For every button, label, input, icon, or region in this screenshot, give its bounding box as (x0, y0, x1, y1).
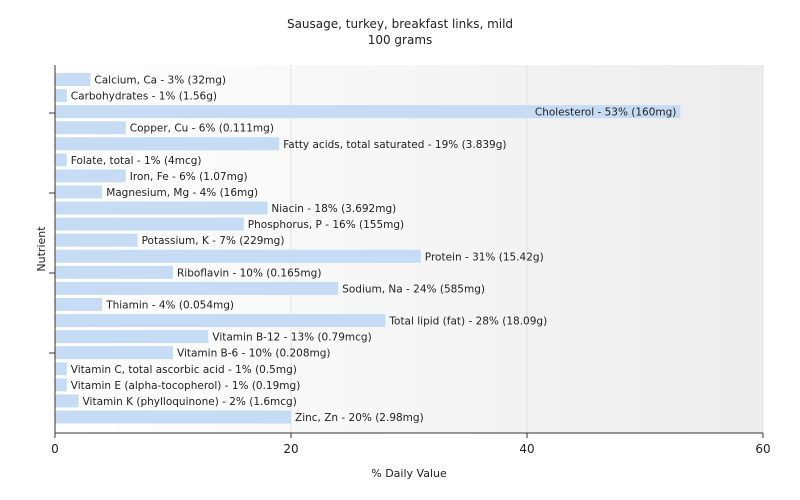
data-label-1: Carbohydrates - 1% (1.56g) (71, 91, 217, 103)
axes: 0 20 40 60 (49, 65, 771, 456)
data-labels: Calcium, Ca - 3% (32mg) Carbohydrates - 1… (71, 75, 677, 424)
data-label-17: Vitamin B-6 - 10% (0.208mg) (177, 348, 331, 360)
data-label-7: Magnesium, Mg - 4% (16mg) (106, 187, 258, 199)
bar-17 (55, 346, 173, 360)
bar-16 (55, 330, 209, 344)
data-label-2: Cholesterol - 53% (160mg) (535, 107, 677, 119)
bar-13 (55, 281, 339, 295)
plot-area (55, 65, 763, 433)
bar-15 (55, 314, 386, 328)
bar-3 (55, 121, 126, 135)
bar-18 (55, 362, 67, 376)
data-label-20: Vitamin K (phylloquinone) - 2% (1.6mcg) (83, 396, 297, 408)
bar-6 (55, 169, 126, 183)
bar-10 (55, 233, 138, 247)
bar-21 (55, 410, 291, 424)
x-tick-label-3: 60 (755, 442, 770, 456)
bar-4 (55, 137, 280, 151)
bar-7 (55, 185, 103, 199)
x-tick-label-2: 40 (519, 442, 534, 456)
data-label-21: Zinc, Zn - 20% (2.98mg) (295, 412, 424, 424)
bar-1 (55, 89, 67, 103)
data-label-16: Vitamin B-12 - 13% (0.79mcg) (212, 332, 371, 344)
chart-title-main: Sausage, turkey, breakfast links, mild (286, 17, 514, 31)
data-label-9: Phosphorus, P - 16% (155mg) (248, 219, 404, 231)
data-label-3: Copper, Cu - 6% (0.111mg) (130, 123, 274, 135)
bar-19 (55, 378, 67, 392)
x-tick-label-0: 0 (51, 442, 59, 456)
data-label-0: Calcium, Ca - 3% (32mg) (94, 75, 226, 87)
bar-2 (55, 105, 681, 119)
bar-20 (55, 394, 79, 408)
data-label-10: Potassium, K - 7% (229mg) (142, 235, 285, 247)
bar-5 (55, 153, 67, 167)
data-label-11: Protein - 31% (15.42g) (425, 251, 544, 263)
bar-12 (55, 265, 173, 279)
data-label-8: Niacin - 18% (3.692mg) (271, 203, 396, 215)
bar-11 (55, 249, 421, 263)
data-label-13: Sodium, Na - 24% (585mg) (342, 283, 485, 295)
data-label-6: Iron, Fe - 6% (1.07mg) (130, 171, 248, 183)
gridlines (290, 65, 764, 433)
bar-14 (55, 297, 103, 311)
data-label-12: Riboflavin - 10% (0.165mg) (177, 267, 321, 279)
bar-9 (55, 217, 244, 231)
chart-title: Sausage, turkey, breakfast links, mild 1… (0, 16, 800, 48)
bar-8 (55, 201, 268, 215)
y-axis-title: Nutrient (35, 226, 48, 272)
data-label-18: Vitamin C, total ascorbic acid - 1% (0.5… (71, 364, 297, 376)
data-label-15: Total lipid (fat) - 28% (18.09g) (388, 316, 547, 328)
bar-0 (55, 73, 91, 86)
bars (55, 73, 681, 424)
data-label-19: Vitamin E (alpha-tocopherol) - 1% (0.19m… (71, 380, 300, 392)
data-label-4: Fatty acids, total saturated - 19% (3.83… (283, 139, 506, 151)
x-tick-label-1: 20 (283, 442, 298, 456)
data-label-5: Folate, total - 1% (4mcg) (71, 155, 202, 167)
data-label-14: Thiamin - 4% (0.054mg) (105, 299, 234, 311)
x-axis-title: % Daily Value (371, 467, 447, 480)
chart-subtitle: 100 grams (367, 33, 433, 47)
